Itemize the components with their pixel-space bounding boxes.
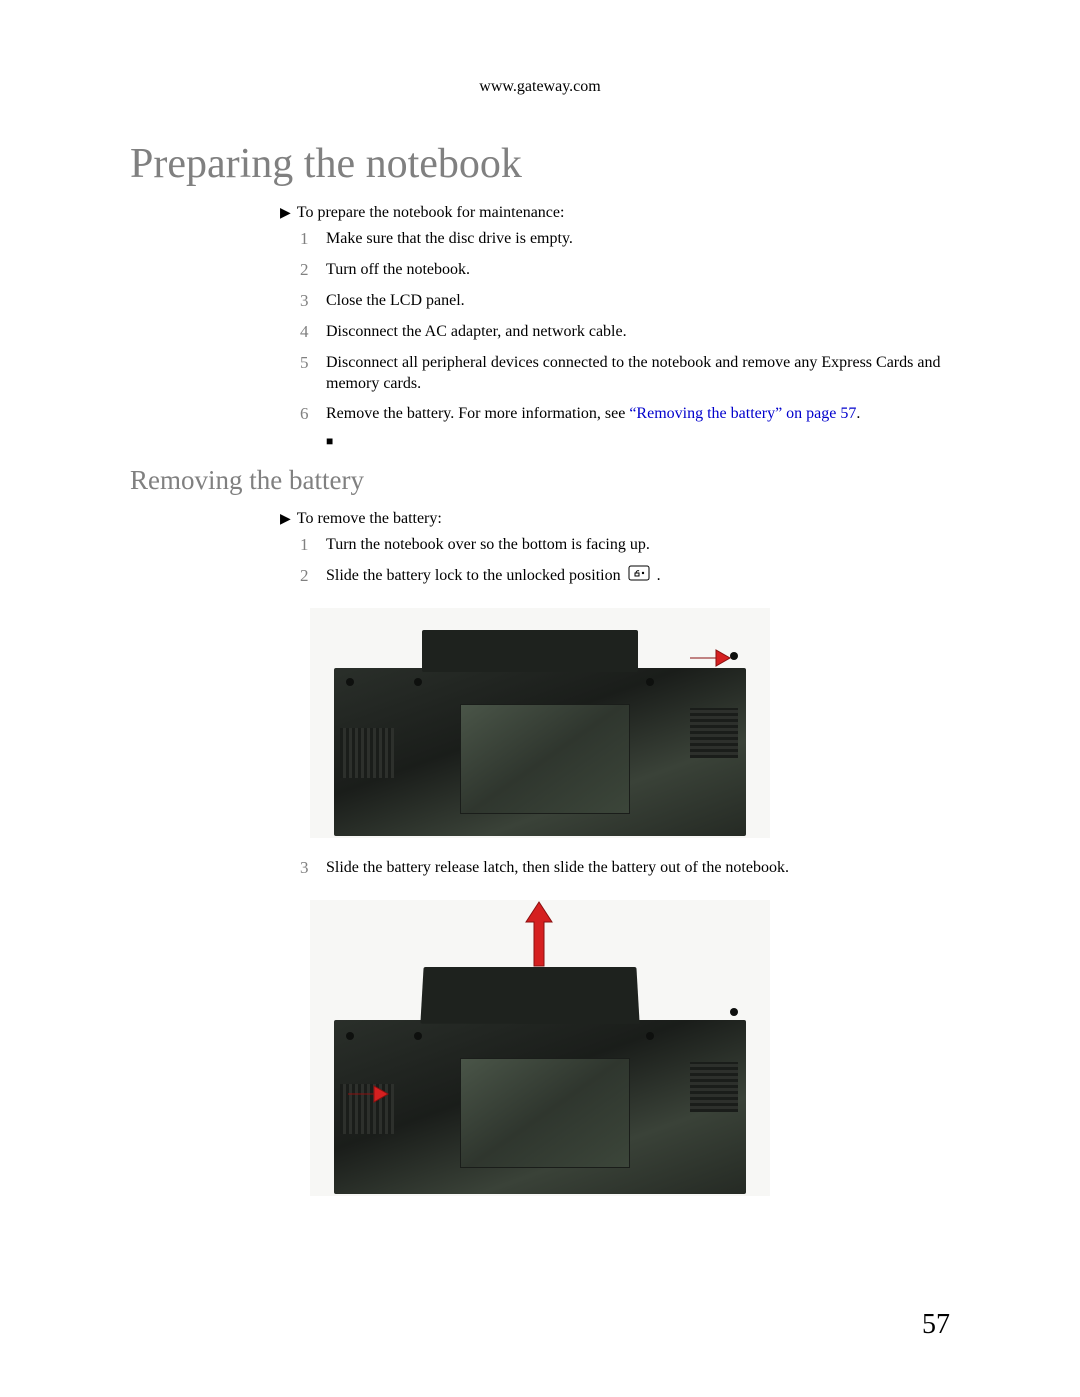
list-item: 6 Remove the battery. For more informati… (300, 403, 950, 426)
list-item: 2 Turn off the notebook. (300, 259, 950, 282)
cross-reference-link[interactable]: “Removing the battery” on page 57 (629, 405, 856, 422)
item-number: 1 (300, 228, 326, 251)
red-arrow-up-icon (524, 900, 554, 970)
item-text: Turn the notebook over so the bottom is … (326, 534, 950, 556)
page-number: 57 (922, 1309, 950, 1341)
section2-intro: ▶ To remove the battery: (280, 510, 950, 528)
triangle-icon: ▶ (280, 511, 291, 528)
item-text: Make sure that the disc drive is empty. (326, 228, 950, 250)
item-text: Disconnect the AC adapter, and network c… (326, 321, 950, 343)
section1-list: 1 Make sure that the disc drive is empty… (300, 228, 950, 426)
step2-pre: Slide the battery lock to the unlocked p… (326, 567, 625, 584)
list-item: 3 Slide the battery release latch, then … (300, 857, 950, 880)
item-number: 1 (300, 534, 326, 557)
item-number: 2 (300, 565, 326, 588)
item-number: 3 (300, 857, 326, 880)
item-text: Turn off the notebook. (326, 259, 950, 281)
section2-list: 1 Turn the notebook over so the bottom i… (300, 534, 950, 588)
figure-1-notebook-bottom (310, 608, 770, 838)
item-text: Disconnect all peripheral devices connec… (326, 352, 950, 395)
section1-intro: ▶ To prepare the notebook for maintenanc… (280, 204, 950, 222)
item-number: 3 (300, 290, 326, 313)
document-page: www.gateway.com Preparing the notebook ▶… (0, 0, 1080, 1397)
list-item: 1 Turn the notebook over so the bottom i… (300, 534, 950, 557)
figure-1-wrap (130, 608, 950, 843)
figure-2-notebook-bottom (310, 900, 770, 1196)
section-subtitle: Removing the battery (130, 465, 950, 496)
item-text: Close the LCD panel. (326, 290, 950, 312)
item-text: Slide the battery lock to the unlocked p… (326, 565, 950, 588)
item-number: 6 (300, 403, 326, 426)
header-url: www.gateway.com (130, 78, 950, 96)
item-number: 4 (300, 321, 326, 344)
list-item: 3 Close the LCD panel. (300, 290, 950, 313)
step2-post: . (657, 567, 661, 584)
list-item: 2 Slide the battery lock to the unlocked… (300, 565, 950, 588)
item-text: Slide the battery release latch, then sl… (326, 857, 950, 879)
triangle-icon: ▶ (280, 205, 291, 222)
list-item: 4 Disconnect the AC adapter, and network… (300, 321, 950, 344)
unlock-icon (628, 565, 650, 588)
item-text: Remove the battery. For more information… (326, 403, 950, 425)
red-arrow-right-icon (346, 1082, 390, 1106)
intro-text: To remove the battery: (297, 510, 442, 528)
red-arrow-right-icon (688, 646, 732, 670)
list-item: 1 Make sure that the disc drive is empty… (300, 228, 950, 251)
intro-text: To prepare the notebook for maintenance: (297, 204, 565, 222)
list-item: 5 Disconnect all peripheral devices conn… (300, 352, 950, 395)
item-number: 2 (300, 259, 326, 282)
figure-2-wrap (130, 900, 950, 1201)
end-of-procedure-icon: ■ (326, 434, 950, 449)
item-number: 5 (300, 352, 326, 375)
page-title: Preparing the notebook (130, 140, 950, 188)
section2-list-cont: 3 Slide the battery release latch, then … (300, 857, 950, 880)
step6-post: . (856, 405, 860, 422)
step6-pre: Remove the battery. For more information… (326, 405, 629, 422)
